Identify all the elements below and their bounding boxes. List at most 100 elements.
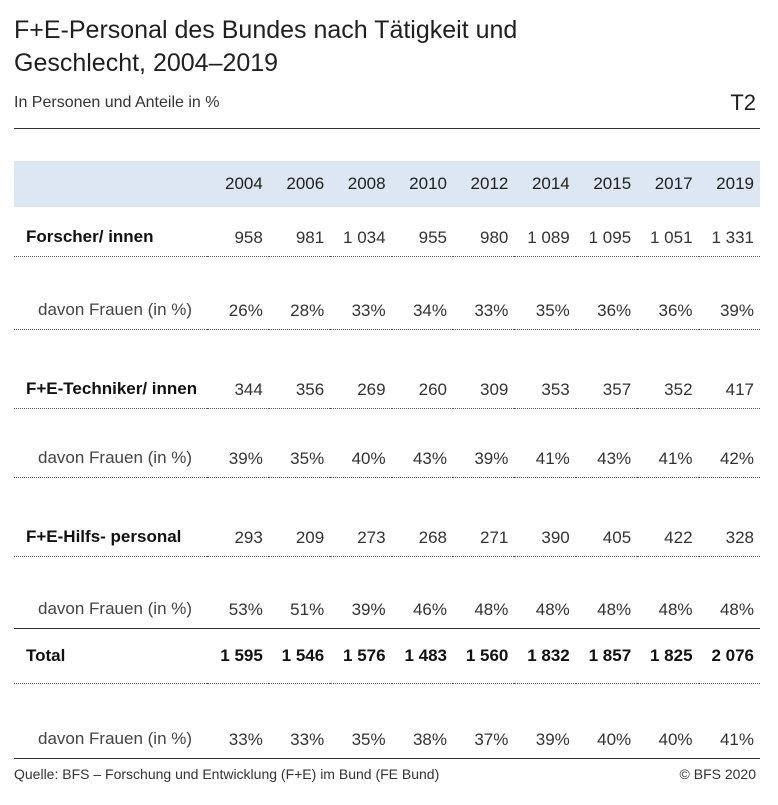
cell-value: 40%: [575, 683, 638, 759]
cell-value: 958: [207, 215, 269, 257]
cell-value: 260: [391, 329, 453, 409]
cell-value: 41%: [637, 408, 699, 478]
cell-value: 28%: [268, 256, 331, 330]
cell-value: 48%: [698, 556, 760, 629]
row-label: Forscher/ innen: [14, 215, 208, 257]
year-header: 2014: [531, 174, 570, 193]
year-header: 2017: [654, 174, 693, 193]
cell-value: 43%: [575, 408, 638, 478]
cell-value: 328: [698, 477, 760, 557]
table-code: T2: [730, 90, 756, 115]
cell-value: 39%: [698, 256, 760, 330]
header-row: 2004 2006 2008 2010 2012 2014 2015 2017 …: [14, 161, 760, 207]
table-row: davon Frauen (in %) 53% 51% 39% 46% 48% …: [14, 556, 760, 629]
cell-value: 357: [575, 329, 638, 409]
cell-value: 42%: [698, 408, 760, 478]
cell-value: 34%: [391, 256, 453, 330]
cell-value: 1 051: [637, 215, 699, 257]
cell-value: 37%: [452, 683, 515, 759]
source-note: Quelle: BFS – Forschung und Entwicklung …: [14, 766, 440, 782]
cell-value: 48%: [637, 556, 699, 629]
year-header: 2006: [286, 174, 325, 193]
cell-value: 344: [207, 329, 269, 409]
cell-value: 352: [637, 329, 699, 409]
title-divider: [14, 128, 760, 129]
cell-value: 268: [391, 477, 453, 557]
cell-value: 48%: [452, 556, 515, 629]
cell-value: 38%: [391, 683, 453, 759]
cell-value: 1 560: [452, 628, 515, 684]
cell-value: 35%: [268, 408, 331, 478]
cell-value: 53%: [207, 556, 269, 629]
cell-value: 33%: [330, 256, 392, 330]
row-label: davon Frauen (in %): [14, 408, 208, 478]
cell-value: 1 034: [330, 215, 392, 257]
cell-value: 35%: [330, 683, 392, 759]
row-label: davon Frauen (in %): [14, 556, 208, 629]
cell-value: 39%: [514, 683, 576, 759]
cell-value: 269: [330, 329, 392, 409]
cell-value: 955: [391, 215, 453, 257]
cell-value: 33%: [452, 256, 515, 330]
cell-value: 33%: [268, 683, 331, 759]
table-row: davon Frauen (in %) 26% 28% 33% 34% 33% …: [14, 256, 760, 330]
year-header: 2008: [347, 174, 386, 193]
cell-value: 422: [637, 477, 699, 557]
cell-value: 1 832: [514, 628, 576, 684]
cell-value: 36%: [637, 256, 699, 330]
table-title: F+E-Personal des Bundes nach Tätigkeit u…: [14, 16, 518, 77]
cell-value: 1 825: [637, 628, 699, 684]
row-label: davon Frauen (in %): [14, 683, 208, 759]
cell-value: 39%: [330, 556, 392, 629]
cell-value: 273: [330, 477, 392, 557]
cell-value: 980: [452, 215, 515, 257]
cell-value: 1 595: [207, 628, 269, 684]
cell-value: 1 576: [330, 628, 392, 684]
year-header: 2010: [409, 174, 447, 193]
spacer-row: [14, 207, 760, 215]
cell-value: 40%: [637, 683, 699, 759]
data-table: 2004 2006 2008 2010 2012 2014 2015 2017 …: [14, 161, 760, 759]
table-row: davon Frauen (in %) 33% 33% 35% 38% 37% …: [14, 683, 760, 759]
table-row: F+E-Techniker/ innen 344 356 269 260 309…: [14, 329, 760, 409]
cell-value: 43%: [391, 408, 453, 478]
cell-value: 39%: [207, 408, 269, 478]
table-row: davon Frauen (in %) 39% 35% 40% 43% 39% …: [14, 408, 760, 478]
header-label-cell: [14, 161, 207, 207]
cell-value: 41%: [514, 408, 576, 478]
cell-value: 26%: [207, 256, 269, 330]
row-label: F+E-Hilfs- personal: [14, 477, 208, 557]
row-label: Total: [14, 628, 208, 684]
row-label: davon Frauen (in %): [14, 256, 208, 330]
table-subtitle: In Personen und Anteile in %: [14, 94, 220, 111]
cell-value: 41%: [698, 683, 760, 759]
cell-value: 48%: [575, 556, 638, 629]
cell-value: 51%: [268, 556, 331, 629]
cell-value: 417: [698, 329, 760, 409]
year-header: 2015: [593, 174, 632, 193]
cell-value: 981: [268, 215, 331, 257]
cell-value: 1 095: [575, 215, 638, 257]
cell-value: 1 483: [391, 628, 453, 684]
cell-value: 35%: [514, 256, 576, 330]
cell-value: 209: [268, 477, 331, 557]
cell-value: 40%: [330, 408, 392, 478]
cell-value: 1 331: [698, 215, 760, 257]
table-row: F+E-Hilfs- personal 293 209 273 268 271 …: [14, 477, 760, 557]
cell-value: 2 076: [698, 628, 760, 684]
cell-value: 48%: [514, 556, 576, 629]
cell-value: 36%: [575, 256, 638, 330]
cell-value: 1 546: [268, 628, 331, 684]
cell-value: 1 089: [514, 215, 576, 257]
row-label: F+E-Techniker/ innen: [14, 329, 208, 409]
total-row: Total 1 595 1 546 1 576 1 483 1 560 1 83…: [14, 628, 760, 684]
header-band: [14, 161, 760, 207]
cell-value: 353: [514, 329, 576, 409]
year-header: 2012: [470, 174, 509, 193]
cell-value: 1 857: [575, 628, 638, 684]
cell-value: 309: [452, 329, 515, 409]
cell-value: 33%: [207, 683, 269, 759]
cell-value: 356: [268, 329, 331, 409]
cell-value: 39%: [452, 408, 515, 478]
cell-value: 271: [452, 477, 515, 557]
